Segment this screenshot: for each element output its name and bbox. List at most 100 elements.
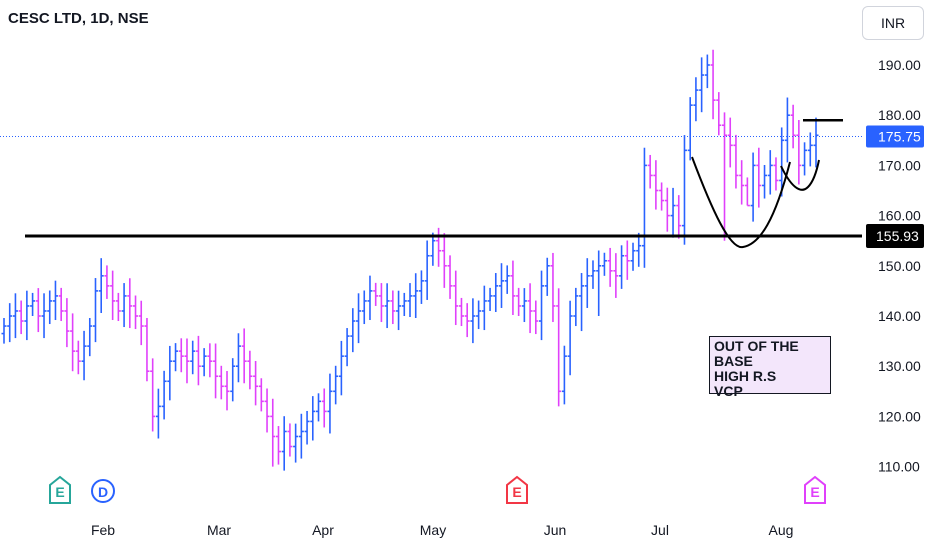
price-bar: [464, 303, 470, 338]
time-axis: Feb Mar Apr May Jun Jul Aug: [91, 522, 794, 538]
price-bar: [573, 287, 579, 327]
earnings-event-icon[interactable]: E: [49, 475, 71, 504]
price-bar: [476, 300, 482, 330]
y-tick-label: 110.00: [878, 459, 920, 475]
price-bar: [601, 252, 607, 276]
handle-pattern-curve[interactable]: [780, 159, 820, 191]
x-tick-label: Mar: [207, 522, 231, 538]
price-bar: [275, 426, 281, 465]
price-axis: 190.00 180.00 170.00 160.00 150.00 140.00 130.…: [866, 57, 924, 475]
price-bar: [92, 278, 98, 343]
x-tick-label: Feb: [91, 522, 115, 538]
price-bar: [481, 285, 487, 331]
price-bar: [104, 265, 110, 299]
price-bar: [361, 290, 367, 325]
price-bar: [710, 49, 716, 120]
y-tick-label: 140.00: [878, 308, 921, 324]
y-tick-label: 180.00: [878, 107, 921, 123]
price-bar: [150, 358, 156, 432]
price-bar: [127, 278, 133, 329]
price-bar: [344, 328, 350, 367]
price-bar: [630, 242, 636, 271]
price-bar: [373, 282, 379, 306]
price-bar: [207, 343, 213, 378]
price-bar: [384, 283, 390, 329]
currency-button[interactable]: INR: [862, 6, 924, 40]
x-tick-label: Apr: [312, 522, 334, 538]
price-bar: [436, 227, 442, 267]
price-bar: [779, 127, 785, 197]
price-bar: [298, 413, 304, 459]
dividend-event-icon[interactable]: D: [91, 479, 115, 503]
price-bar: [58, 287, 64, 322]
event-label: E: [55, 484, 64, 500]
price-bar: [527, 283, 533, 334]
price-bar: [253, 360, 259, 406]
price-bar: [493, 273, 499, 312]
price-bar: [161, 370, 167, 420]
price-bar: [784, 97, 790, 163]
chart-title: CESC LTD, 1D, NSE: [8, 10, 149, 27]
price-bar: [52, 280, 58, 321]
annotation-line-1: OUT OF THE BASE: [714, 338, 799, 369]
event-label: E: [512, 484, 521, 500]
price-bar: [802, 142, 808, 176]
price-bar: [133, 295, 139, 330]
price-bar: [218, 365, 224, 400]
price-bar: [98, 258, 104, 313]
price-bar: [270, 398, 276, 467]
price-bar: [424, 240, 430, 300]
price-bar: [613, 253, 619, 298]
price-bar: [24, 290, 30, 341]
price-bar: [7, 303, 13, 343]
price-bar: [327, 373, 333, 434]
price-bar: [504, 265, 510, 294]
price-bar: [687, 97, 693, 161]
price-bar: [407, 283, 413, 318]
price-bar: [418, 270, 424, 304]
price-bar: [619, 245, 625, 289]
price-bar: [75, 340, 81, 375]
price-bar: [430, 232, 436, 266]
price-bar: [81, 330, 87, 381]
price-bar: [258, 378, 264, 412]
annotation-note[interactable]: OUT OF THE BASE HIGH R.S VCP: [709, 336, 831, 399]
price-bar: [12, 293, 18, 339]
price-bar: [47, 290, 53, 325]
drawing-overlay: [0, 118, 862, 249]
price-bar: [567, 300, 573, 376]
price-bar: [716, 92, 722, 136]
support-price-tag: [866, 224, 924, 249]
price-bars: [1, 49, 819, 471]
x-tick-label: May: [420, 522, 446, 538]
price-bar: [733, 134, 739, 189]
price-bar: [110, 270, 116, 321]
price-bar: [167, 345, 173, 401]
x-tick-label: Jul: [651, 522, 669, 538]
price-bar: [390, 290, 396, 325]
price-bar: [727, 117, 733, 168]
cup-pattern-curve[interactable]: [691, 156, 791, 249]
price-bar: [338, 340, 344, 396]
price-bar: [498, 263, 504, 308]
price-bar: [550, 252, 556, 323]
earnings-event-icon[interactable]: E: [506, 475, 528, 504]
price-bar: [744, 177, 750, 207]
annotation-line-2: HIGH R.S: [714, 368, 777, 384]
price-bar: [350, 308, 356, 353]
price-bar: [224, 371, 230, 411]
price-bar: [641, 147, 647, 268]
price-bar: [195, 335, 201, 386]
price-bar: [584, 258, 590, 308]
price-bar: [470, 298, 476, 344]
price-bar: [64, 298, 70, 348]
price-bar: [556, 288, 562, 407]
price-bar: [790, 104, 796, 149]
price-bar: [241, 328, 247, 384]
earnings-event-icon[interactable]: E: [804, 475, 826, 504]
price-bar: [624, 240, 630, 280]
price-bar: [699, 57, 705, 113]
price-bar: [533, 300, 539, 335]
